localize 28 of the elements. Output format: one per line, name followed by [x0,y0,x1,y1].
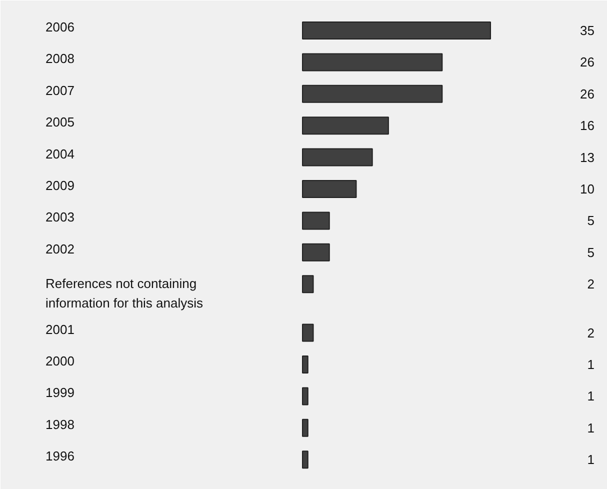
y-tick-label: 2002 [46,241,74,256]
data-label: 1 [587,452,595,468]
data-label: 1 [587,420,595,436]
y-tick-label: 1996 [46,448,74,464]
y-tick-label: 2009 [46,178,74,193]
y-tick-label: 2000 [46,354,74,368]
data-label: 13 [580,150,595,165]
y-tick-label: References not containing information for this analysis [46,276,204,311]
y-tick-label: 1998 [46,416,74,432]
y-tick-label: 1999 [46,385,74,400]
data-label: 1 [587,388,595,404]
data-label: 10 [580,182,595,196]
data-label: 5 [587,213,595,228]
y-tick-label: 2007 [46,82,74,98]
data-label: 2 [587,325,595,340]
data-label: 1 [587,357,595,372]
y-tick-label: 2008 [46,51,74,66]
data-label: 2 [587,276,595,292]
data-label: 16 [580,118,595,134]
data-label: 35 [580,23,595,38]
data-label: 5 [587,244,595,260]
data-label: 26 [580,54,595,70]
y-tick-label: 2006 [46,20,74,34]
y-tick-label: 2005 [46,114,74,130]
y-tick-label: 2004 [46,146,74,162]
y-tick-label: 2003 [46,210,74,225]
y-tick-label: 2001 [46,322,74,337]
data-label: 26 [580,86,595,102]
